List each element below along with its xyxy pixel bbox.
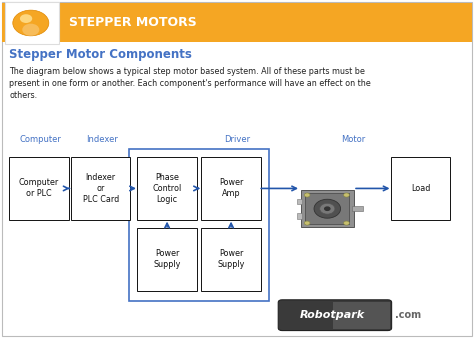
Circle shape <box>344 193 349 197</box>
Circle shape <box>22 24 39 36</box>
Circle shape <box>324 206 331 211</box>
FancyBboxPatch shape <box>333 302 390 329</box>
FancyBboxPatch shape <box>278 300 392 331</box>
Text: Driver: Driver <box>224 135 250 144</box>
FancyBboxPatch shape <box>201 228 261 291</box>
Circle shape <box>319 203 335 214</box>
Text: Power
Supply: Power Supply <box>154 249 181 269</box>
FancyBboxPatch shape <box>301 190 354 227</box>
Circle shape <box>20 14 32 23</box>
FancyBboxPatch shape <box>9 157 69 220</box>
Circle shape <box>344 221 349 225</box>
FancyBboxPatch shape <box>391 157 450 220</box>
FancyBboxPatch shape <box>2 3 472 42</box>
Text: Indexer: Indexer <box>86 135 118 144</box>
Text: The diagram below shows a typical step motor based system. All of these parts mu: The diagram below shows a typical step m… <box>9 67 371 100</box>
Text: Phase
Control
Logic: Phase Control Logic <box>153 173 182 204</box>
Text: Indexer
or
PLC Card: Indexer or PLC Card <box>82 173 119 204</box>
FancyBboxPatch shape <box>137 228 197 291</box>
Text: Computer
or PLC: Computer or PLC <box>19 178 59 198</box>
Text: .com: .com <box>395 310 421 320</box>
FancyBboxPatch shape <box>305 193 349 224</box>
Circle shape <box>304 193 310 197</box>
FancyBboxPatch shape <box>201 157 261 220</box>
Bar <box>352 206 363 212</box>
Text: Computer: Computer <box>19 135 61 144</box>
FancyBboxPatch shape <box>137 157 197 220</box>
Text: STEPPER MOTORS: STEPPER MOTORS <box>69 17 197 29</box>
Text: Power
Supply: Power Supply <box>218 249 245 269</box>
Text: Robotpark: Robotpark <box>300 310 365 320</box>
Circle shape <box>304 221 310 225</box>
Bar <box>297 199 302 204</box>
Text: Stepper Motor Components: Stepper Motor Components <box>9 48 192 61</box>
Text: Power
Amp: Power Amp <box>219 178 243 198</box>
Bar <box>297 213 302 218</box>
Circle shape <box>13 10 49 36</box>
Text: Load: Load <box>411 184 430 193</box>
Text: Motor: Motor <box>341 135 365 144</box>
FancyBboxPatch shape <box>71 157 130 220</box>
Circle shape <box>314 199 340 218</box>
FancyBboxPatch shape <box>5 2 59 44</box>
